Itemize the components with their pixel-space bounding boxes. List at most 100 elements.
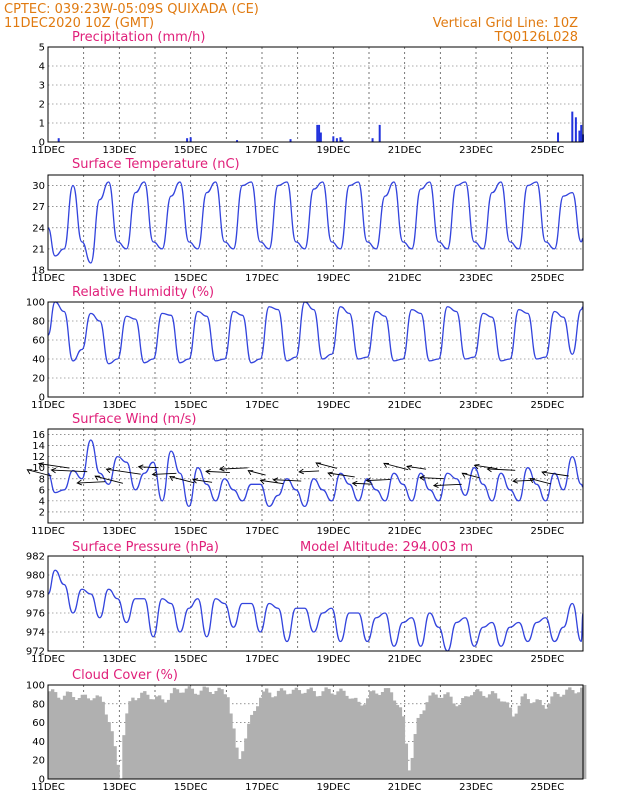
pressure-ytick-label: 976 [26,609,45,620]
wind-arrow [542,471,569,477]
cloud-bar [291,689,296,779]
wind-arrow-head [272,477,279,483]
cloud-bar [476,689,480,779]
pressure-xtick-label: 11DEC [31,654,65,665]
cloud-bar [80,694,85,779]
cloud-bar [380,692,385,779]
humidity-frame [47,301,584,398]
cloud-bar [178,692,183,779]
cloud-ytick-label: 100 [26,681,45,692]
cloud-bar [226,697,230,779]
cloud-bar [146,694,150,779]
wind-arrow-head [419,475,425,481]
cloud-bar [306,689,310,779]
cloud-bar [131,697,135,779]
cloud-bar [134,700,138,779]
wind-xtick-label: 11DEC [31,526,65,537]
humidity-ytick-label: 80 [32,317,45,328]
precipitation-ytick-label: 1 [39,119,45,130]
wind-xtick-label: 15DEC [174,526,208,537]
cloud-bar [556,693,560,779]
cloud-bar [297,690,302,779]
cloud-bar [422,710,426,779]
cloud-bar [163,702,168,779]
pressure-frame [47,555,584,652]
header-grid-info: Vertical Grid Line: 10Z [433,16,578,31]
wind-arrow [273,479,302,482]
pressure-panel: Surface Pressure (hPa) Model Altitude: 29… [26,540,584,665]
cloud-bar [217,687,221,779]
pressure-ytick-label: 974 [26,628,45,639]
cloud-bar [220,689,224,779]
precipitation-bar [571,111,574,142]
temperature-panel: Surface Temperature (nC) 18 21 24 27 30 11DEC 1… [31,157,584,284]
wind-arrow [474,464,498,470]
cloud-bar [300,693,305,779]
wind-arrow [106,468,141,475]
temperature-ytick-label: 27 [32,202,45,213]
cloud-bar [143,691,147,779]
cloud-bar [336,691,340,779]
cloud-bar [125,713,129,779]
cloud-bar [416,717,420,779]
wind-arrow-head [38,462,44,468]
precipitation-xtick-label: 23DEC [459,145,493,156]
cloud-bar [50,689,55,779]
cloud-bar [580,687,584,779]
precipitation-bar [378,124,381,142]
precipitation-bar [318,124,321,142]
cloud-bar [440,697,444,779]
temperature-xtick-label: 23DEC [459,273,493,284]
cloud-bar [538,699,542,779]
humidity-xtick-label: 13DEC [102,400,136,411]
cloud-bar [541,705,545,779]
wind-series-line [47,439,584,508]
wind-arrow-head [205,469,211,475]
cloud-bar [371,690,376,779]
cloud-bar [583,685,587,779]
cloud-frame [47,684,584,780]
cloud-bar [172,687,177,779]
precipitation-bar [186,138,189,142]
precipitation-bar [371,138,374,142]
precipitation-bar [57,138,60,142]
cloud-bar [478,691,483,779]
humidity-ytick-label: 60 [32,336,45,347]
cloud-bar [122,735,126,779]
cloud-bar [259,697,263,779]
precipitation-panel: Precipitation (mm/h) 0 1 2 3 4 5 11DEC 13DEC 15DE… [31,30,584,156]
cloud-bar [288,693,293,779]
cloud-bar [553,692,557,779]
cloud-bar [571,690,575,779]
cloud-bar [53,692,58,779]
wind-arrow-head [169,476,175,482]
cloud-bar [401,716,406,779]
precipitation-bar [335,138,338,142]
cloud-bar [160,699,165,779]
pressure-xtick-label: 25DEC [530,654,564,665]
temperature-ytick-label: 18 [32,266,45,277]
cloud-bar [187,686,192,779]
cloud-bar [214,691,218,779]
pressure-ytick-label: 982 [26,552,45,563]
precipitation-xtick-label: 19DEC [316,145,350,156]
wind-arrow-head [105,467,112,474]
cloud-bar [407,770,412,779]
cloud-xtick-label: 23DEC [459,782,493,793]
precipitation-bar [189,137,192,142]
cloud-bar [431,692,435,779]
precipitation-bar [580,124,583,142]
wind-ytick-label: 14 [32,441,45,452]
cloud-bar [383,688,388,779]
precipitation-ytick-label: 4 [39,62,45,73]
cloud-bar [318,695,322,779]
wind-ytick-label: 10 [32,463,45,474]
wind-xtick-label: 25DEC [530,526,564,537]
cloud-bar [241,751,245,779]
cloud-bar [511,716,516,779]
humidity-ytick-label: 0 [39,393,45,404]
cloud-bar [357,701,361,779]
cloud-bar [386,688,391,779]
